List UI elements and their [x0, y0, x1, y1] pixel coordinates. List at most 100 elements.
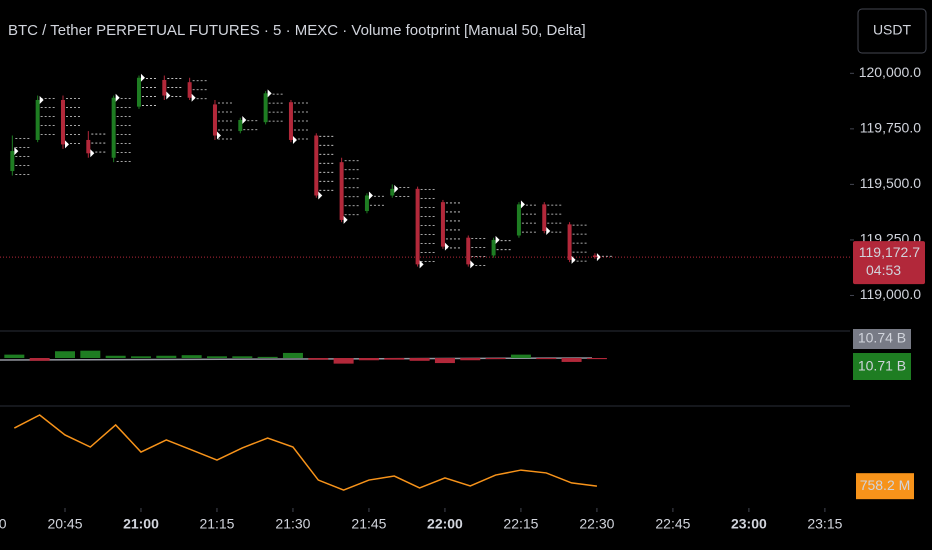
- delta-bar: [130, 356, 151, 358]
- oscillator-label: 758.2 M: [860, 477, 911, 493]
- x-tick-label: 22:30: [579, 516, 614, 532]
- poc-marker: [343, 215, 348, 224]
- x-tick-label: 20:30: [0, 516, 7, 532]
- poc-marker: [520, 200, 525, 209]
- candle-body: [491, 239, 496, 256]
- x-tick-label: 22:45: [655, 516, 690, 532]
- candle-body: [339, 162, 344, 220]
- poc-marker: [39, 95, 44, 104]
- delta-bar: [510, 354, 531, 358]
- y-tick-label: 119,000.0: [860, 286, 921, 302]
- poc-marker: [318, 191, 323, 200]
- delta-bar: [561, 358, 582, 362]
- candle-body: [162, 79, 167, 96]
- poc-marker: [242, 115, 247, 124]
- delta-bar: [206, 356, 227, 358]
- poc-marker: [64, 140, 69, 149]
- candle-body: [440, 202, 445, 247]
- y-tick-label: 120,000.0: [859, 64, 921, 80]
- candle-body: [86, 139, 91, 154]
- y-tick-label: 119,500.0: [860, 175, 921, 191]
- candle-body: [567, 224, 572, 260]
- currency[interactable]: USDT: [873, 22, 912, 38]
- poc-marker: [90, 149, 95, 158]
- x-tick-label: 20:45: [47, 516, 82, 532]
- delta-bar: [105, 355, 126, 358]
- delta-bar: [54, 351, 75, 358]
- delta-bar: [282, 352, 303, 358]
- candle-body: [542, 204, 547, 232]
- candle-body: [390, 188, 395, 196]
- poc-marker: [368, 191, 373, 200]
- volume-label-box: [853, 353, 911, 380]
- poc-marker: [166, 91, 171, 100]
- countdown: 04:53: [866, 262, 901, 278]
- poc-marker: [191, 93, 196, 102]
- delta-bar: [308, 358, 329, 360]
- x-tick-label: 23:00: [731, 516, 767, 532]
- poc-marker: [14, 147, 19, 156]
- candle-body: [364, 195, 369, 212]
- candle-body: [136, 77, 141, 107]
- delta-bar: [29, 358, 50, 361]
- oscillator-label-box: [856, 473, 914, 500]
- delta-bar: [409, 358, 430, 361]
- delta-bar: [156, 355, 177, 358]
- poc-marker: [444, 242, 449, 251]
- candle-body: [60, 99, 65, 145]
- delta-bar: [257, 356, 278, 358]
- poc-marker: [596, 253, 601, 262]
- delta-bar: [536, 358, 557, 360]
- x-tick-label: 21:30: [275, 516, 310, 532]
- candle-body: [263, 93, 268, 123]
- candle-body: [466, 237, 471, 265]
- candle-body: [415, 188, 420, 265]
- poc-marker: [140, 73, 145, 82]
- volume-label: 10.74 B: [858, 330, 906, 346]
- x-tick-label: 22:15: [503, 516, 538, 532]
- poc-marker: [546, 227, 551, 236]
- delta-bar: [80, 350, 101, 358]
- volume-label-box: [853, 329, 911, 349]
- poc-marker: [495, 235, 500, 244]
- oscillator-line: [13, 414, 598, 491]
- poc-marker: [394, 184, 399, 193]
- currency-button[interactable]: [857, 8, 927, 54]
- poc-marker: [292, 135, 297, 144]
- candle-body: [187, 82, 192, 98]
- delta-bar: [181, 355, 202, 358]
- chart-title: BTC / Tether PERPETUAL FUTURES · 5 · MEX…: [8, 22, 586, 39]
- candle-body: [314, 135, 319, 196]
- poc-marker: [216, 131, 221, 140]
- poc-marker: [267, 89, 272, 98]
- candle-body: [111, 97, 116, 158]
- volume-label: 10.71 B: [858, 358, 906, 374]
- candle-body: [10, 151, 15, 172]
- poc-marker: [115, 93, 120, 102]
- x-tick-label: 22:00: [427, 516, 463, 532]
- candle-body: [212, 104, 217, 136]
- delta-bar: [460, 358, 481, 361]
- candle-body: [516, 204, 521, 236]
- last-price-label: 119,172.7: [859, 244, 920, 260]
- delta-bar: [434, 358, 455, 364]
- candle-body: [35, 99, 40, 140]
- x-tick-label: 21:00: [123, 516, 159, 532]
- poc-marker: [419, 260, 424, 269]
- y-tick-label: 119,750.0: [860, 120, 921, 136]
- delta-bar: [384, 358, 405, 360]
- last-price-box: [853, 241, 925, 285]
- poc-marker: [571, 255, 576, 264]
- delta-bar: [485, 358, 506, 360]
- candle-body: [592, 255, 597, 258]
- x-tick-label: 21:15: [199, 516, 234, 532]
- x-tick-label: 21:45: [351, 516, 386, 532]
- x-tick-label: 23:15: [807, 516, 842, 532]
- delta-bar: [586, 358, 607, 360]
- poc-marker: [470, 260, 475, 269]
- delta-bar: [333, 358, 354, 364]
- candle-body: [238, 119, 243, 132]
